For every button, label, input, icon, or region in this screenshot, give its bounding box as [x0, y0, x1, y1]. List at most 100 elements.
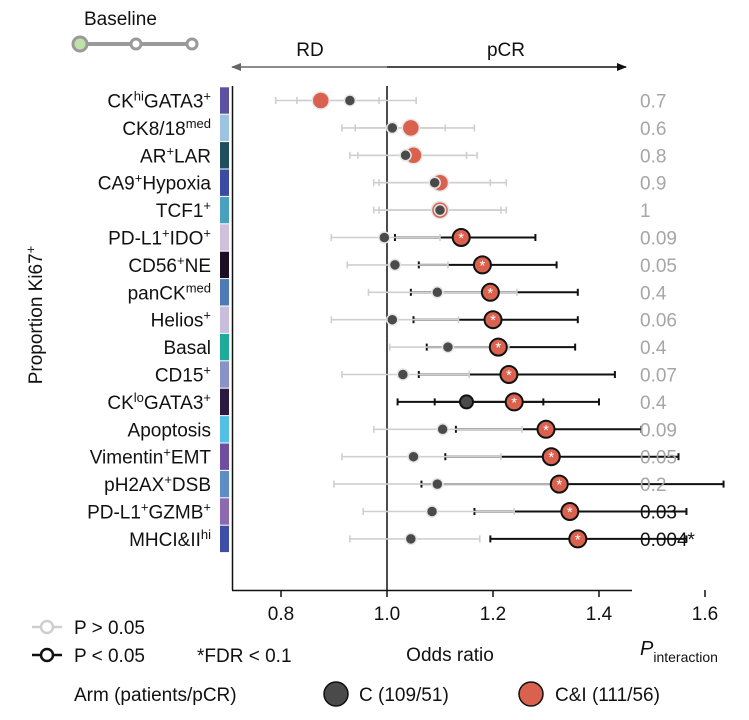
row-label: PD-L1+GZMB+: [87, 500, 211, 524]
x-axis-title: Odds ratio: [406, 645, 494, 666]
p-interaction-value: 0.2: [640, 475, 666, 496]
row-label: CKloGATA3+: [107, 390, 211, 414]
category-swatch: [220, 279, 229, 306]
p-interaction-value: 0.03: [640, 503, 677, 524]
p-interaction-values: 0.7 0.6 0.8 0.9 1 0.09 0.05 0.4 0.06 0.4 0.07 0.4 0.…: [640, 92, 696, 551]
legend-p-lt: P < 0.05: [32, 646, 145, 667]
category-swatches: [220, 87, 229, 553]
ci-arm-point: [311, 91, 330, 110]
ci-arm-point: [483, 310, 503, 330]
c-arm-point: [386, 313, 399, 326]
ci-arm-point: [549, 474, 569, 494]
c-arm-point: [441, 340, 455, 354]
timepoint-2-icon: [129, 37, 143, 51]
category-swatch: [220, 142, 229, 169]
p-interaction-value: 0.05: [640, 448, 677, 469]
nonsig-circle-icon: [39, 619, 55, 635]
c-arm-point: [404, 532, 418, 546]
category-swatch: [220, 169, 229, 196]
row-label: Helios+: [151, 308, 211, 332]
fdr-star-icon: *: [548, 449, 554, 466]
x-tick-label: 1.0: [374, 604, 400, 625]
p-interaction-value: 1: [640, 201, 651, 222]
row-label: CA9+Hypoxia: [98, 171, 212, 195]
ci-arm-point: [536, 419, 556, 439]
category-swatch: [220, 251, 229, 279]
fdr-star-icon: *: [567, 504, 573, 521]
p-interaction-value: 0.4: [640, 338, 667, 359]
legend-fdr: *FDR < 0.1: [197, 646, 292, 667]
x-tick-label: 1.4: [586, 604, 613, 625]
rd-label: RD: [296, 40, 323, 61]
p-interaction-value: 0.4: [640, 393, 667, 414]
fdr-star-icon: *: [543, 422, 549, 439]
c-arm-point: [428, 176, 441, 189]
svg-text:P < 0.05: P < 0.05: [74, 646, 145, 667]
category-swatch: [220, 114, 229, 142]
c-arm-point: [425, 505, 439, 518]
c-arm-point: [431, 286, 444, 299]
c-arm-point: [407, 450, 420, 463]
arm-c-icon: [323, 681, 349, 707]
row-label: CD56+NE: [128, 253, 211, 277]
x-tick-label: 1.2: [480, 604, 506, 625]
legend-arm-c: C (109/51): [359, 685, 449, 706]
ci-arm-point: [504, 392, 524, 412]
row-label: PD-L1+IDO+: [108, 226, 211, 250]
p-interaction-value: 0.07: [640, 366, 677, 387]
c-arm-point: [399, 149, 412, 162]
chart-marks: ************: [274, 91, 725, 549]
svg-text:P > 0.05: P > 0.05: [74, 618, 145, 639]
ci-arm-point: [488, 337, 508, 357]
legend: P > 0.05 P < 0.05 *FDR < 0.1 Arm (patien…: [32, 618, 660, 707]
x-tick-label: 1.6: [692, 604, 718, 625]
fdr-star-icon: *: [487, 285, 493, 302]
category-swatch: [220, 525, 229, 553]
c-arm-point: [396, 368, 410, 381]
row-label: panCKmed: [128, 280, 211, 304]
fdr-star-icon: *: [490, 312, 496, 329]
category-swatch: [220, 443, 229, 470]
direction-arrows: RD pCR: [231, 40, 627, 71]
c-arm-point: [378, 231, 391, 244]
category-swatch: [220, 333, 229, 361]
x-tick-label: 0.8: [268, 604, 294, 625]
row-label: Apoptosis: [128, 420, 211, 441]
row-label: MHCI&IIhi: [129, 527, 211, 551]
legend-p-gt: P > 0.05: [32, 618, 145, 639]
row-label: CKhiGATA3+: [107, 89, 211, 113]
row-label: CD15+: [155, 363, 211, 387]
p-interaction-value: 0.6: [640, 119, 666, 140]
ci-arm-point: [541, 447, 561, 467]
ci-arm-point: [480, 282, 500, 302]
p-interaction-value: 0.05: [640, 256, 677, 277]
row-label: AR+LAR: [140, 143, 211, 167]
c-arm-point: [459, 394, 474, 410]
c-arm-point: [433, 203, 447, 217]
ci-arm-point: [568, 529, 588, 549]
category-swatch: [220, 196, 229, 224]
fdr-star-icon: *: [556, 477, 562, 494]
row-label: pH2AX+DSB: [104, 472, 211, 496]
row-label: Basal: [163, 338, 211, 359]
ci-arm-point: [451, 228, 471, 247]
fdr-star-icon: *: [479, 257, 485, 274]
p-interaction-value: 0.4: [640, 283, 667, 304]
fdr-star-icon: *: [458, 230, 464, 247]
y-axis-title: Proportion Ki67+: [23, 246, 47, 385]
sig-circle-icon: [39, 647, 55, 663]
ci-arm-point: [560, 502, 580, 521]
fdr-star-icon: *: [511, 394, 517, 411]
row-label: Vimentin+EMT: [90, 445, 212, 469]
row-labels: CKhiGATA3+ CK8/18med AR+LAR CA9+Hypoxia TCF1…: [87, 89, 211, 551]
x-axis-ticks: 0.8 1.0 1.2 1.4 1.6: [268, 590, 718, 625]
c-arm-point: [386, 121, 399, 135]
category-swatch: [220, 498, 229, 525]
timepoint-3-icon: [185, 37, 199, 51]
row-label: CK8/18med: [122, 116, 211, 140]
arm-ci-icon: [518, 681, 544, 707]
ci-arm-point: [401, 118, 421, 138]
category-swatch: [220, 87, 229, 114]
p-interaction-value: 0.004*: [640, 530, 696, 551]
